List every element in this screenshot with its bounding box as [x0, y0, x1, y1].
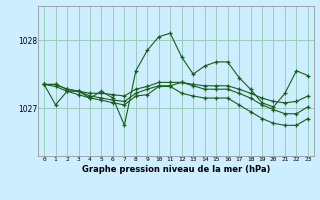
X-axis label: Graphe pression niveau de la mer (hPa): Graphe pression niveau de la mer (hPa)	[82, 165, 270, 174]
